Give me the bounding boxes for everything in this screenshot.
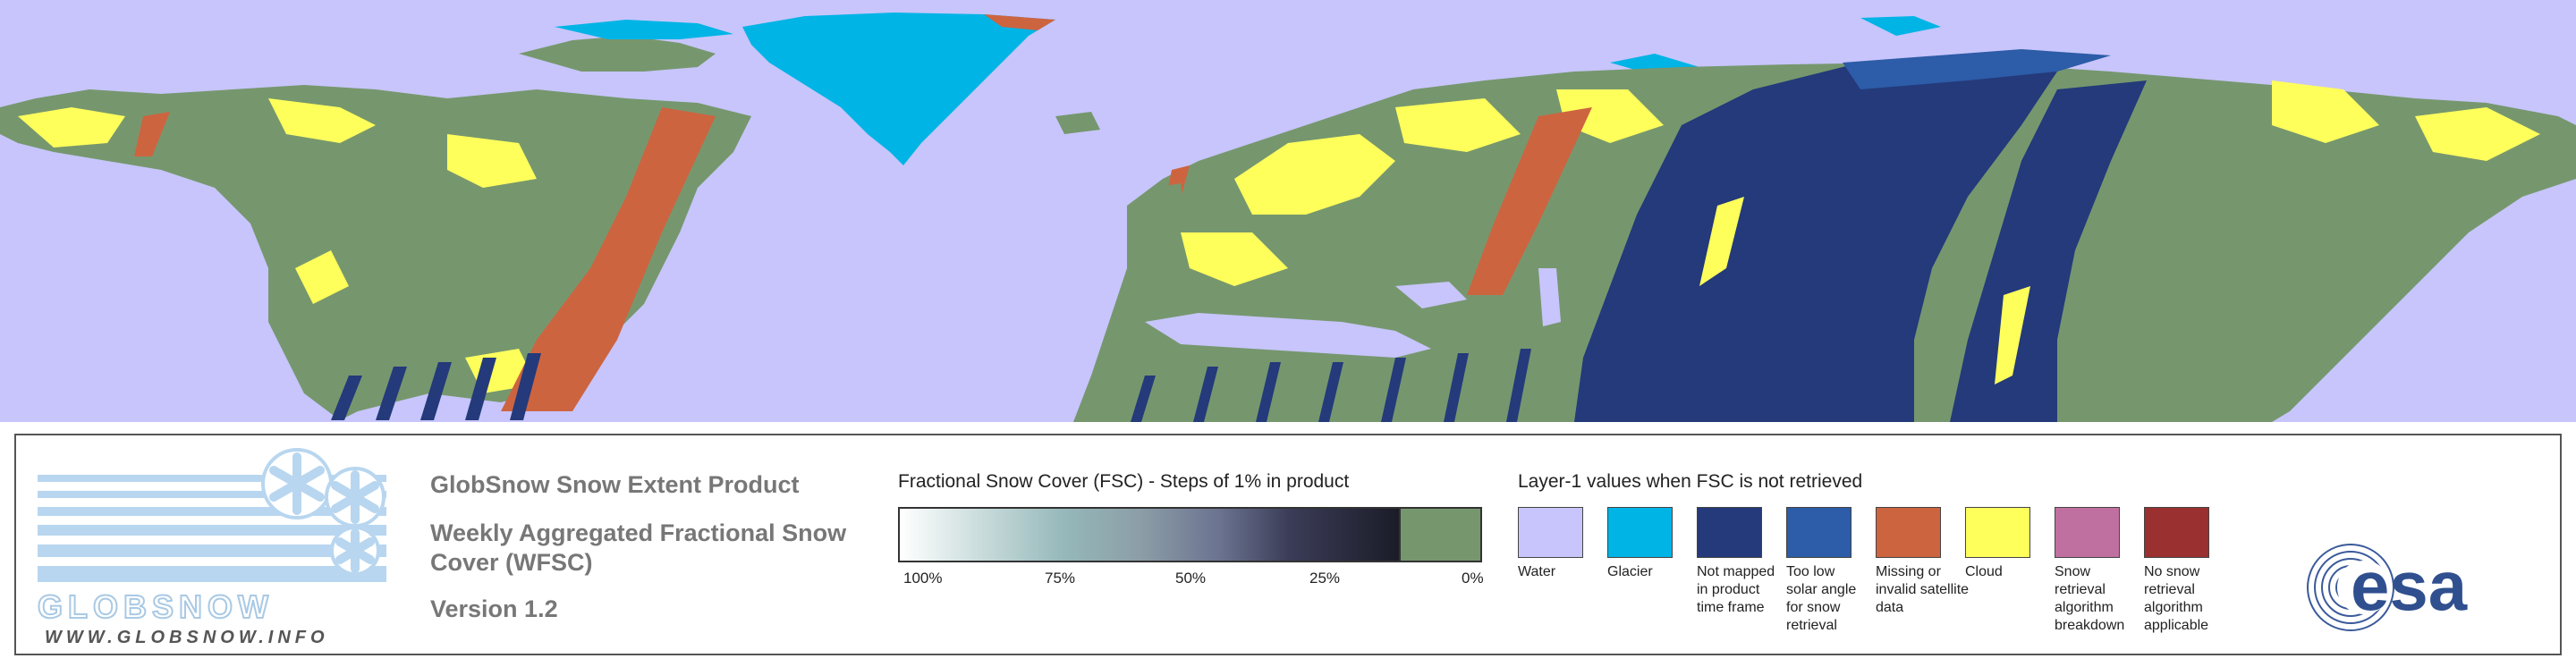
british-isles [1154, 183, 1185, 232]
fsc-tick-50: 50% [1175, 570, 1207, 587]
label-water: Water [1518, 564, 1556, 579]
greenland-glacier [742, 13, 1055, 165]
map-canvas [0, 13, 2576, 422]
product-title: GlobSnow Snow Extent Product [430, 471, 800, 498]
na-cloud-1 [18, 107, 125, 148]
fsc-tick-75: 75% [1045, 570, 1076, 587]
esa-logo-graphic: esa [2307, 544, 2468, 631]
na-missing-strip [501, 107, 716, 411]
caspian-sea [1538, 268, 1561, 326]
na-missing-small [134, 112, 170, 156]
fsc-zero-swatch [1401, 507, 1482, 562]
svalbard [1860, 16, 1941, 36]
globsnow-logo: GLOBSNOW WWW.GLOBSNOW.INFO [37, 448, 395, 647]
na-cloud-4 [295, 250, 349, 304]
swatch-low-solar-angle [1786, 507, 1852, 558]
fsc-tick-0: 0% [1462, 570, 1484, 587]
black-sea [1395, 282, 1467, 308]
legend-panel: GLOBSNOW WWW.GLOBSNOW.INFO GlobSnow Snow… [14, 434, 2562, 655]
label-low-solar-angle: Too low solar angle for snow retrieval [1786, 564, 1857, 633]
swatch-algorithm-breakdown [2055, 507, 2120, 558]
band-cloud-1 [1699, 197, 1744, 286]
na-strip-3 [420, 362, 452, 420]
swatch-missing-data [1876, 507, 1941, 558]
greenland-edge [984, 14, 1055, 30]
fsc-tick-100: 100% [903, 570, 943, 587]
scandinavia-cloud [1234, 134, 1395, 215]
eu-strip-2 [1193, 367, 1218, 422]
label-no-algorithm: No snow retrieval algorithm applicable [2144, 564, 2209, 633]
russia-cloud-1 [1395, 98, 1521, 152]
eurasia-missing-strip [1467, 107, 1592, 295]
mediterranean-sea [1145, 313, 1431, 358]
na-cloud-3 [447, 134, 537, 188]
title-block: GlobSnow Snow Extent Product Weekly Aggr… [430, 471, 895, 623]
iceland [1055, 112, 1100, 134]
russia-cloud-2 [1556, 89, 1664, 143]
swatch-water [1518, 507, 1583, 558]
label-algorithm-breakdown: Snow retrieval algorithm breakdown [2055, 564, 2125, 633]
esa-logo: esa [2301, 538, 2570, 637]
na-strip-4 [465, 358, 496, 420]
arctic-islands-glacier [555, 20, 733, 39]
low-solar-band [1843, 49, 2111, 89]
eu-strip-3 [1256, 362, 1281, 422]
eu-strip-4 [1318, 362, 1343, 422]
label-glacier: Glacier [1607, 564, 1653, 579]
not-mapped-wide [1574, 54, 2057, 422]
eu-strip-6 [1444, 353, 1469, 422]
swatch-not-mapped [1697, 507, 1762, 558]
globsnow-url: WWW.GLOBSNOW.INFO [45, 628, 329, 645]
na-strip-2 [376, 367, 407, 420]
fsc-legend-title: Fractional Snow Cover (FSC) - Steps of 1… [898, 471, 1350, 492]
na-strip-5 [510, 353, 541, 420]
globsnow-wordmark: GLOBSNOW [38, 588, 274, 625]
label-not-mapped: Not mapped in product time frame [1697, 564, 1775, 615]
snowflake-icon [261, 448, 386, 576]
swatch-glacier [1607, 507, 1673, 558]
label-missing-data: Missing or invalid satellite data [1876, 564, 1970, 615]
eu-strip-1 [1131, 376, 1156, 422]
globsnow-logo-graphic: GLOBSNOW WWW.GLOBSNOW.INFO [37, 448, 386, 647]
eu-strip-7 [1506, 349, 1531, 422]
na-cloud-2 [268, 98, 376, 143]
na-strip-1 [331, 376, 362, 420]
fsc-gradient-bar [898, 507, 1401, 562]
product-version: Version 1.2 [430, 595, 558, 622]
arctic-islands-left [519, 36, 716, 72]
snow-cover-map [0, 0, 2576, 422]
siberia-cloud [2272, 80, 2379, 143]
band-cloud-2 [1995, 286, 2030, 384]
fsc-tick-25: 25% [1309, 570, 1341, 587]
eu-strip-5 [1381, 358, 1406, 422]
swatch-cloud [1965, 507, 2030, 558]
fareast-cloud [2415, 107, 2540, 161]
label-cloud: Cloud [1965, 564, 2003, 579]
swatch-no-algorithm [2144, 507, 2209, 558]
europe-cloud [1181, 232, 1288, 286]
not-mapped-band [1950, 80, 2147, 422]
esa-wordmark: esa [2351, 546, 2468, 625]
product-subtitle: Weekly Aggregated Fractional Snow Cover … [430, 519, 847, 576]
layer1-legend-title: Layer-1 values when FSC is not retrieved [1518, 471, 1863, 492]
